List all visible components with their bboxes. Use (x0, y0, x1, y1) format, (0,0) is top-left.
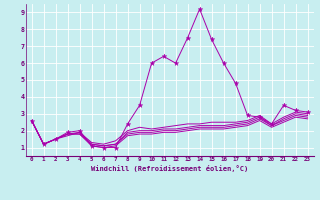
X-axis label: Windchill (Refroidissement éolien,°C): Windchill (Refroidissement éolien,°C) (91, 165, 248, 172)
